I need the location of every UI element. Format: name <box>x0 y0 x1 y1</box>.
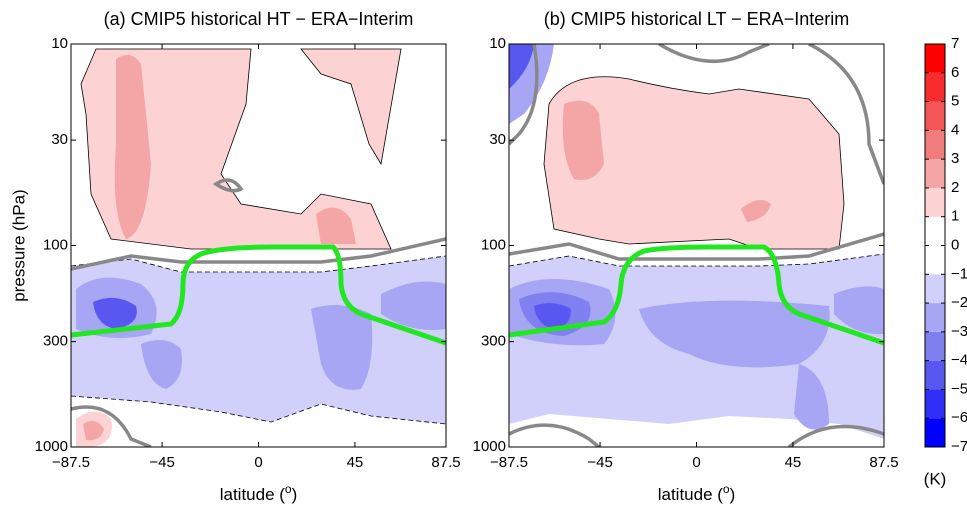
y-tick-label: 30 <box>489 131 506 148</box>
x-tick-label: 87.5 <box>869 454 898 471</box>
colorbar-tick-label: 7 <box>951 35 959 52</box>
y-tick-label: 1000 <box>35 438 68 455</box>
colorbar-tick-label: −4 <box>951 352 967 369</box>
x-tick-label: 45 <box>347 454 364 471</box>
colorbar-band <box>925 418 945 447</box>
colorbar-band <box>925 245 945 275</box>
x-axis-label-part: latitude ( <box>220 485 286 504</box>
colorbar-band <box>925 72 945 102</box>
colorbar-band <box>925 274 945 304</box>
colorbar-band <box>925 331 945 361</box>
colorbar-band <box>925 130 945 160</box>
x-axis-label-part: ) <box>292 485 298 504</box>
colorbar-band <box>925 216 945 246</box>
x-tick-label: 0 <box>254 454 262 471</box>
colorbar-tick-label: −5 <box>951 380 967 397</box>
colorbar-tick-label: 3 <box>951 150 959 167</box>
x-tick-label: −45 <box>149 454 174 471</box>
colorbar-tick-label: −6 <box>951 409 967 426</box>
colorbar-band <box>925 159 945 188</box>
x-tick-label: 45 <box>785 454 802 471</box>
x-axis-label: latitude (o) <box>658 482 736 504</box>
contour-panel-b <box>509 44 884 447</box>
contour-panel-a <box>71 44 446 447</box>
x-axis-label-part: latitude ( <box>658 485 724 504</box>
chart-title: (a) CMIP5 historical HT − ERA−Interim <box>104 9 414 29</box>
colorbar-tick-label: 2 <box>951 179 959 196</box>
x-tick-label: −87.5 <box>52 454 90 471</box>
y-tick-label: 1000 <box>473 438 506 455</box>
x-tick-label: 87.5 <box>431 454 460 471</box>
colorbar-band <box>925 360 945 390</box>
colorbar-band <box>925 187 945 217</box>
colorbar-tick-label: 0 <box>951 236 959 253</box>
y-tick-label: 100 <box>481 236 506 253</box>
colorbar-tick-label: 6 <box>951 64 959 81</box>
colorbar-tick-label: −2 <box>951 294 967 311</box>
colorbar-tick-label: 5 <box>951 93 959 110</box>
colorbar-tick-label: −3 <box>951 323 967 340</box>
x-axis-label-part: o <box>285 482 292 496</box>
colorbar-band <box>925 101 945 131</box>
x-tick-label: 0 <box>692 454 700 471</box>
chart-title: (b) CMIP5 historical LT − ERA−Interim <box>544 9 849 29</box>
colorbar-tick-label: 4 <box>951 121 959 138</box>
y-tick-label: 10 <box>51 35 68 52</box>
colorbar-label: (K) <box>924 469 947 488</box>
colorbar-band <box>925 303 945 332</box>
x-axis-label-part: o <box>723 482 730 496</box>
y-tick-label: 300 <box>43 333 68 350</box>
colorbar-tick-label: −7 <box>951 438 967 455</box>
colorbar-tick-label: 1 <box>951 208 959 225</box>
y-tick-label: 300 <box>481 333 506 350</box>
colorbar-band <box>925 44 945 73</box>
x-tick-label: −45 <box>587 454 612 471</box>
y-tick-label: 100 <box>43 236 68 253</box>
x-tick-label: −87.5 <box>490 454 528 471</box>
y-tick-label: 30 <box>51 131 68 148</box>
x-axis-label: latitude (o) <box>220 482 298 504</box>
y-axis-label: pressure (hPa) <box>9 189 28 301</box>
colorbar-tick-label: −1 <box>951 265 967 282</box>
y-tick-label: 10 <box>489 35 506 52</box>
x-axis-label-part: ) <box>730 485 736 504</box>
colorbar-band <box>925 389 945 419</box>
